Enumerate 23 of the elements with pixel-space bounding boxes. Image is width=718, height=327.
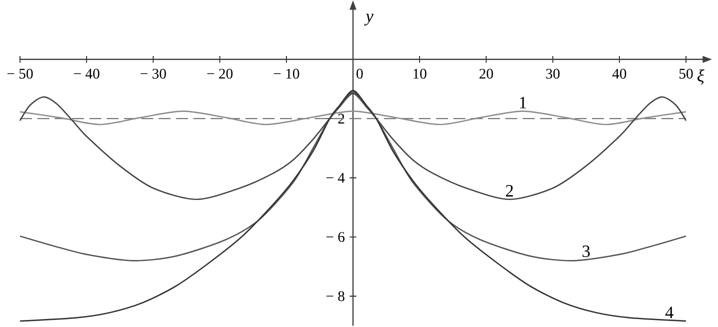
line-series <box>19 91 687 262</box>
y-tick-label: − 6 <box>326 232 345 242</box>
x-tick-label: − 50 <box>7 68 33 79</box>
x-tick-label: 50 <box>680 68 693 79</box>
x-tick-label: 20 <box>480 68 493 79</box>
line-series <box>19 110 687 126</box>
y-tick-label: − 4 <box>326 172 345 183</box>
x-tick-label: 30 <box>546 68 560 79</box>
x-tick-label: − 30 <box>140 68 166 79</box>
x-axis-title: ξ <box>698 69 704 85</box>
x-tick-label: 40 <box>612 68 626 79</box>
x-tick-label: 0 <box>356 68 363 79</box>
annotation: 3 <box>582 245 590 258</box>
annotation: 2 <box>506 184 513 196</box>
annotation: 1 <box>520 96 526 108</box>
line-series <box>19 90 687 322</box>
x-tick-label: − 20 <box>207 68 233 79</box>
x-tick-label: − 10 <box>274 68 300 79</box>
x-tick-label: 10 <box>414 68 426 79</box>
x-tick-label: − 40 <box>74 68 100 79</box>
y-tick-label: − 8 <box>326 291 344 302</box>
y-axis-title: y <box>364 14 374 26</box>
annotation: 4 <box>665 306 674 318</box>
